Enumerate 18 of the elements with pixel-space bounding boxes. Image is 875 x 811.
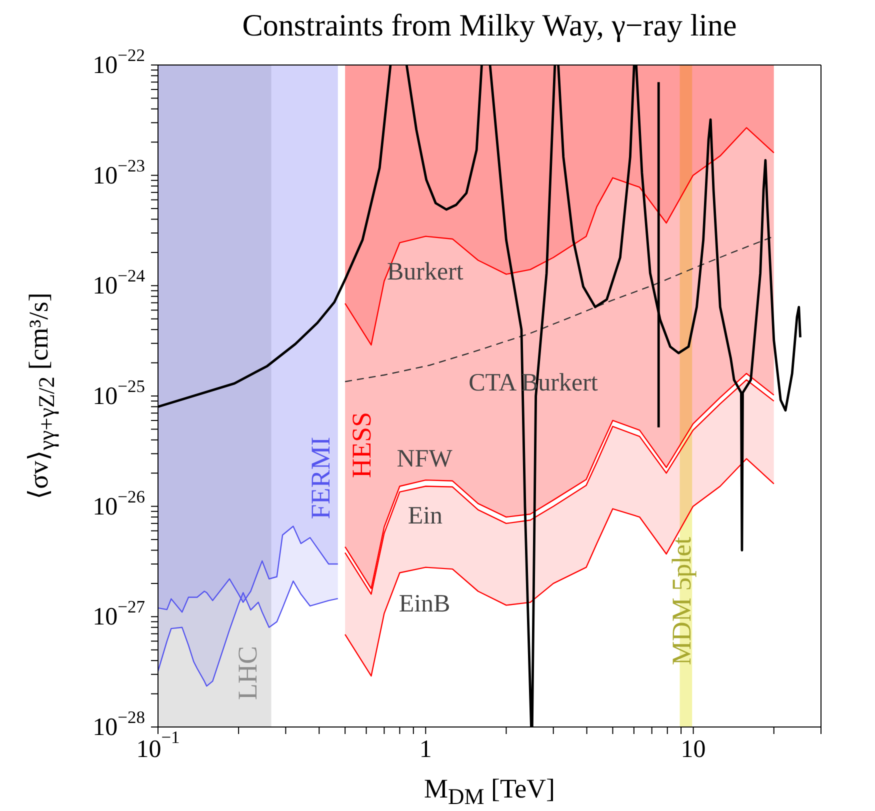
- band-label: MDM 5plet: [666, 537, 696, 666]
- y-tick-label: 10$^{−23}$: [92, 155, 146, 189]
- x-tick-label: 10: [680, 736, 706, 763]
- y-tick-label: 10$^{−25}$: [92, 376, 146, 410]
- y-tick-label: 10$^{−22}$: [92, 45, 145, 78]
- series-label: EinB: [398, 590, 450, 618]
- y-tick-label: 10$^{−27}$: [92, 596, 146, 630]
- band-label: LHC: [232, 646, 263, 700]
- series-label: Ein: [408, 502, 443, 530]
- annotation: HESS: [346, 412, 376, 478]
- annotation: FERMI: [306, 436, 336, 520]
- series-label: NFW: [396, 445, 452, 472]
- x-axis-title: M$_{DM}$ [TeV]: [424, 774, 556, 809]
- series-label: Burkert: [387, 258, 464, 286]
- y-tick-label: 10$^{−26}$: [92, 486, 146, 520]
- chart-title: Constraints from Milky Way, γ−ray line: [242, 8, 737, 42]
- x-tick-label: 1: [419, 736, 432, 763]
- y-tick-label: 10$^{−24}$: [92, 266, 146, 300]
